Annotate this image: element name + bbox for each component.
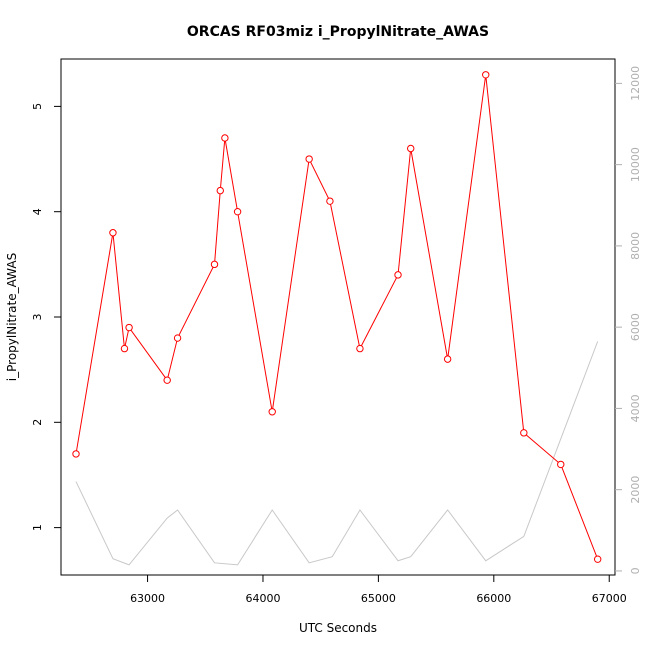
- data-point: [125, 323, 133, 332]
- data-point: [443, 355, 452, 363]
- right-tick-label: 2000: [629, 476, 642, 504]
- right-axis: 0 2000 4000 6000 8000 10000 12000: [615, 66, 642, 574]
- data-point: [173, 334, 182, 342]
- data-point: [593, 555, 602, 563]
- chart-title: ORCAS RF03miz i_PropylNitrate_AWAS: [187, 24, 489, 40]
- right-tick-label: 4000: [629, 394, 642, 422]
- left-axis: 1 2 3 4 5: [31, 103, 61, 531]
- data-point: [72, 450, 80, 458]
- left-tick-label: 1: [31, 524, 44, 531]
- left-tick-label: 2: [31, 419, 44, 426]
- bottom-tick-label: 66000: [476, 592, 511, 605]
- secondary-series-line: [75, 341, 599, 566]
- right-tick-label: 8000: [629, 232, 642, 260]
- right-tick-label: 0: [629, 567, 642, 574]
- data-point: [482, 71, 490, 79]
- data-point: [305, 155, 313, 163]
- data-point: [557, 460, 565, 469]
- data-point: [394, 271, 402, 279]
- data-point: [163, 376, 171, 384]
- data-point: [356, 344, 364, 353]
- plot-frame: [60, 58, 616, 576]
- data-point: [233, 207, 242, 216]
- left-tick-label: 4: [31, 208, 44, 215]
- left-tick-label: 5: [31, 103, 44, 110]
- data-point: [520, 429, 528, 437]
- bottom-tick-label: 67000: [592, 592, 627, 605]
- series-layer: [72, 71, 602, 566]
- y-axis-label: i_PropylNitrate_AWAS: [5, 253, 19, 381]
- data-point: [326, 197, 334, 205]
- right-tick-label: 10000: [629, 147, 642, 182]
- data-point: [109, 229, 117, 237]
- data-point: [216, 186, 224, 195]
- x-axis-label: UTC Seconds: [299, 621, 377, 635]
- left-tick-label: 3: [31, 314, 44, 321]
- data-point: [120, 344, 129, 353]
- primary-series-line: [75, 74, 599, 560]
- data-point: [210, 260, 219, 269]
- bottom-tick-label: 65000: [361, 592, 396, 605]
- data-point: [268, 408, 276, 416]
- bottom-axis: 63000 64000 65000 66000 67000: [130, 575, 627, 605]
- data-point: [221, 134, 229, 142]
- right-tick-label: 6000: [629, 313, 642, 341]
- data-point: [407, 144, 415, 153]
- bottom-tick-label: 63000: [130, 592, 165, 605]
- right-tick-label: 12000: [629, 66, 642, 101]
- bottom-tick-label: 64000: [245, 592, 280, 605]
